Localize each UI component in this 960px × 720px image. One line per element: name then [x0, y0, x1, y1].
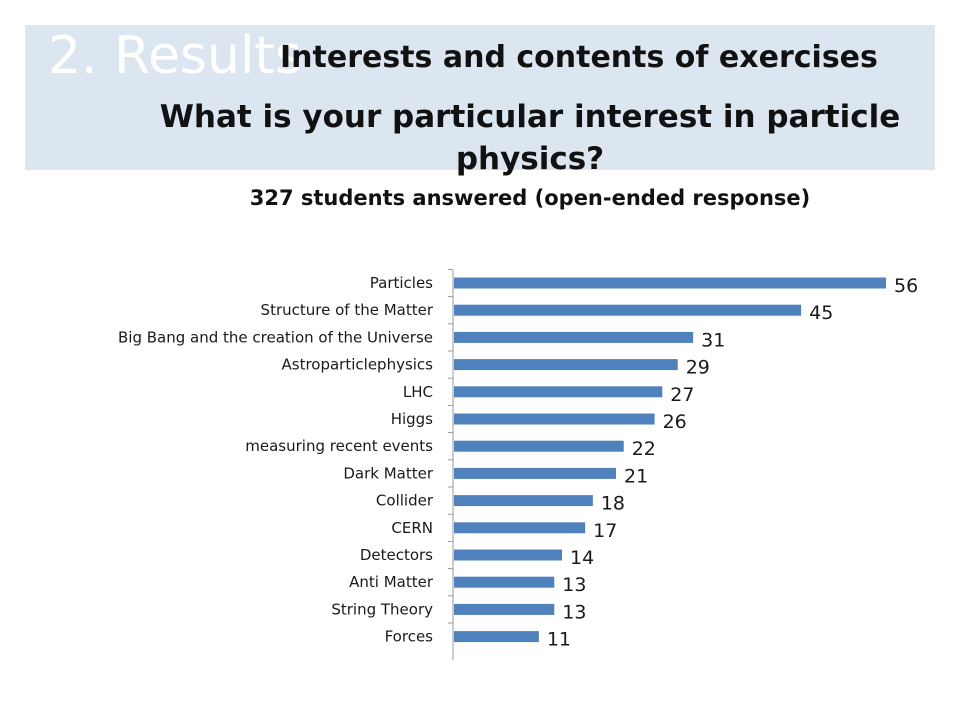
category-label: Big Bang and the creation of the Univers… [118, 328, 433, 346]
chart-subtitle: 327 students answered (open-ended respon… [249, 186, 811, 210]
value-label: 17 [593, 520, 617, 542]
bar [454, 631, 539, 643]
category-label: LHC [403, 383, 433, 401]
value-label: 14 [570, 547, 594, 569]
value-label: 13 [562, 574, 586, 596]
category-label: Forces [385, 628, 434, 646]
bar [454, 467, 616, 479]
value-label: 22 [632, 438, 656, 460]
slide-heading: Interests and contents of exercises [280, 40, 878, 75]
value-label: 27 [670, 384, 694, 406]
value-label: 56 [894, 275, 918, 297]
category-label: Dark Matter [343, 464, 433, 482]
value-label: 26 [663, 411, 687, 433]
category-label: Detectors [360, 546, 433, 564]
bar [454, 413, 655, 425]
value-label: 31 [701, 329, 725, 351]
value-label: 21 [624, 465, 648, 487]
value-label: 18 [601, 493, 625, 515]
value-label: 45 [809, 302, 833, 324]
bar [454, 277, 886, 289]
category-label: String Theory [331, 600, 433, 618]
bar [454, 576, 555, 588]
chart-title: What is your particular interest in part… [159, 99, 901, 177]
category-label: Collider [376, 492, 434, 510]
category-label: Particles [370, 274, 433, 292]
bar [454, 331, 694, 343]
bar [454, 359, 678, 371]
bar [454, 495, 593, 507]
category-label: CERN [391, 519, 433, 537]
value-label: 11 [547, 629, 571, 651]
bar [454, 522, 586, 534]
value-label: 13 [562, 601, 586, 623]
category-label: Structure of the Matter [261, 301, 434, 319]
category-label: Higgs [391, 410, 433, 428]
bar [454, 304, 802, 316]
bar [454, 549, 562, 561]
bar [454, 386, 663, 398]
header-band [25, 25, 935, 170]
bar [454, 603, 555, 615]
category-label: Anti Matter [349, 573, 434, 591]
bar [454, 440, 624, 452]
section-label: 2. Results [48, 26, 302, 86]
category-label: measuring recent events [245, 437, 433, 455]
value-label: 29 [686, 357, 710, 379]
category-label: Astroparticlephysics [282, 356, 434, 374]
